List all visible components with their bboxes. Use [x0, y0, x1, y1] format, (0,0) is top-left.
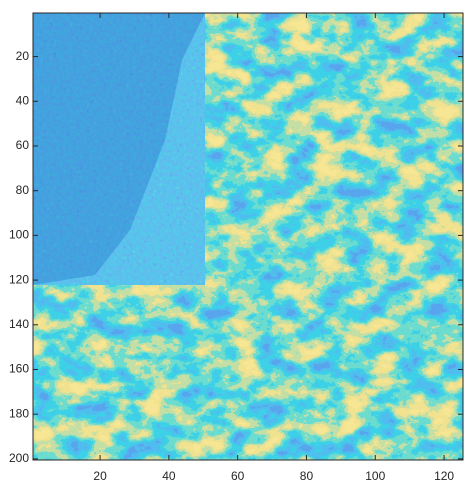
x-tick-label: 120 — [434, 469, 454, 483]
y-tick-label: 80 — [16, 183, 30, 197]
blue-region-tint — [33, 13, 205, 285]
y-tick-label: 180 — [9, 406, 29, 420]
y-tick-label: 100 — [9, 228, 29, 242]
axes-box — [32, 12, 464, 461]
y-tick-label: 20 — [16, 49, 30, 63]
y-tick-label: 160 — [9, 362, 29, 376]
blue-region — [33, 13, 205, 285]
y-tick-label: 120 — [9, 272, 29, 286]
heatmap-image — [33, 13, 463, 460]
x-tick-label: 60 — [231, 469, 245, 483]
y-tick-label: 140 — [9, 317, 29, 331]
x-tick-label: 20 — [93, 469, 107, 483]
y-tick-label: 40 — [16, 93, 30, 107]
x-tick-label: 40 — [162, 469, 176, 483]
x-tick-label: 80 — [300, 469, 314, 483]
x-tick-label: 100 — [365, 469, 385, 483]
y-tick-label: 200 — [9, 451, 29, 465]
y-tick-label: 60 — [16, 138, 30, 152]
